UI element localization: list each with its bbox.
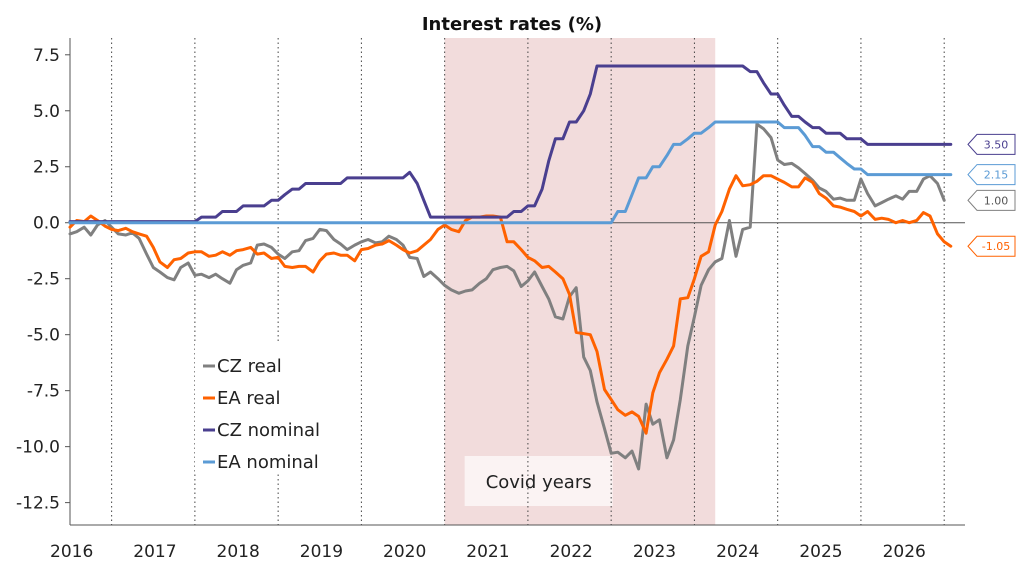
y-tick-label: -12.5 — [16, 494, 60, 514]
legend-background — [195, 344, 355, 474]
series-line-cz-real — [68, 122, 946, 471]
end-value-label: 2.15 — [984, 169, 1009, 182]
series-line-ea-real — [68, 174, 953, 435]
series-line-cz-nominal — [68, 64, 953, 224]
end-value-tag — [967, 189, 1016, 211]
x-tick-label: 2016 — [50, 542, 93, 562]
y-tick-label: -2.5 — [27, 270, 60, 290]
legend-entry: CZ real — [217, 356, 282, 377]
y-tick-label: 2.5 — [33, 158, 60, 178]
x-tick-label: 2018 — [217, 542, 260, 562]
series-line-ea-nominal — [68, 120, 953, 225]
grid-layer — [111, 38, 945, 525]
end-label-layer: 1.00 -1.05 3.50 2.15 — [967, 133, 1016, 257]
end-value-label: 3.50 — [984, 138, 1009, 151]
end-value-tag — [967, 235, 1016, 257]
end-value-label: -1.05 — [982, 240, 1010, 253]
x-tick-label: 2020 — [383, 542, 426, 562]
x-tick-label: 2022 — [550, 542, 593, 562]
legend-layer: CZ real EA real CZ nominal EA nominal — [195, 344, 355, 474]
x-tick-label: 2026 — [883, 542, 926, 562]
legend-entry: CZ nominal — [217, 420, 320, 441]
end-value-tag — [967, 164, 1016, 186]
legend-entry: EA nominal — [217, 452, 319, 473]
x-tick-label: 2019 — [300, 542, 343, 562]
end-value-tag — [967, 133, 1016, 155]
end-value-label: 1.00 — [984, 194, 1009, 207]
y-tick-label: 7.5 — [33, 46, 60, 66]
y-tick-label: -5.0 — [27, 326, 60, 346]
chart-title: Interest rates (%) — [422, 14, 602, 35]
shaded-region-layer: Covid years — [444, 38, 716, 525]
y-tick-label: -10.0 — [16, 438, 60, 458]
y-tick-label: 5.0 — [33, 102, 60, 122]
x-tick-label: 2017 — [133, 542, 176, 562]
covid-shaded-region — [444, 38, 716, 525]
covid-label-box — [464, 456, 613, 506]
x-tick-label: 2024 — [716, 542, 759, 562]
covid-label: Covid years — [486, 472, 592, 493]
y-tick-label: -7.5 — [27, 382, 60, 402]
series-layer — [68, 64, 953, 471]
x-tick-label: 2023 — [633, 542, 676, 562]
x-tick-label: 2025 — [799, 542, 842, 562]
legend-entry: EA real — [217, 388, 281, 409]
x-tick-label: 2021 — [466, 542, 509, 562]
y-tick-label: 0.0 — [33, 214, 60, 234]
